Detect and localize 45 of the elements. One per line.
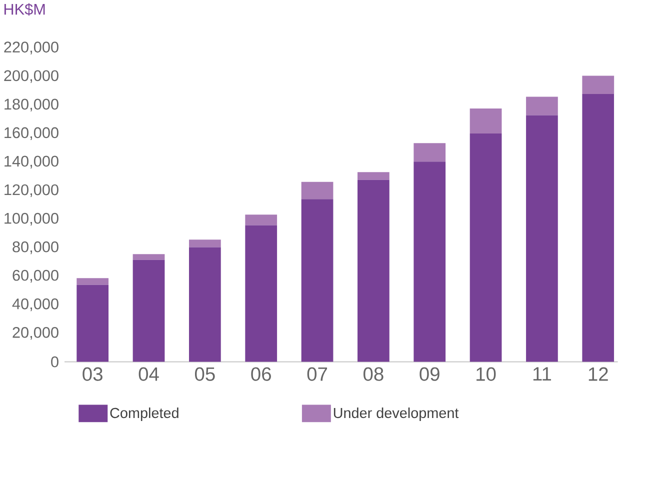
x-tick-label: 11 [533, 367, 552, 381]
y-tick-label: 20,000 [12, 326, 58, 340]
bar [189, 240, 221, 248]
y-tick-label: 80,000 [12, 241, 58, 254]
bar [414, 162, 446, 362]
legend-label: Completed [110, 407, 178, 421]
bar [245, 225, 278, 362]
bar [582, 94, 614, 362]
x-tick-label: 03 [82, 367, 102, 381]
bar [76, 284, 109, 362]
y-tick-label: 140,000 [4, 156, 58, 168]
x-tick-label: 06 [251, 367, 271, 381]
bar [76, 278, 109, 285]
bar [132, 260, 165, 362]
x-tick-label: 09 [420, 367, 440, 381]
bar [470, 133, 502, 362]
bar [358, 180, 390, 362]
x-tick-label: 10 [476, 367, 496, 381]
y-tick-label: 40,000 [12, 298, 58, 312]
y-tick-label: 60,000 [12, 270, 58, 283]
y-tick-label: 100,000 [4, 212, 58, 226]
bar [582, 76, 614, 94]
y-tick-label: 160,000 [4, 127, 58, 140]
y-axis-title: HK$M [4, 3, 45, 16]
x-tick-label: 05 [194, 367, 215, 381]
y-tick-label: 180,000 [4, 98, 58, 112]
x-tick-label: 08 [364, 367, 384, 381]
bar [414, 143, 446, 162]
y-tick-label: 120,000 [4, 184, 58, 197]
bar [301, 199, 334, 362]
y-tick-label: 0 [51, 356, 58, 368]
y-tick-label: 220,000 [4, 42, 58, 54]
y-tick-label: 200,000 [4, 70, 58, 83]
x-tick-label: 12 [588, 367, 608, 381]
legend-label: Under development [334, 407, 459, 421]
bar [301, 182, 334, 200]
bar [245, 214, 278, 226]
bar [358, 172, 390, 180]
x-tick-label: 07 [307, 367, 328, 381]
bar [470, 108, 502, 134]
bar [526, 96, 558, 116]
bar [189, 247, 221, 362]
bar [132, 254, 165, 260]
bar [526, 115, 558, 362]
x-tick-label: 04 [138, 367, 159, 381]
